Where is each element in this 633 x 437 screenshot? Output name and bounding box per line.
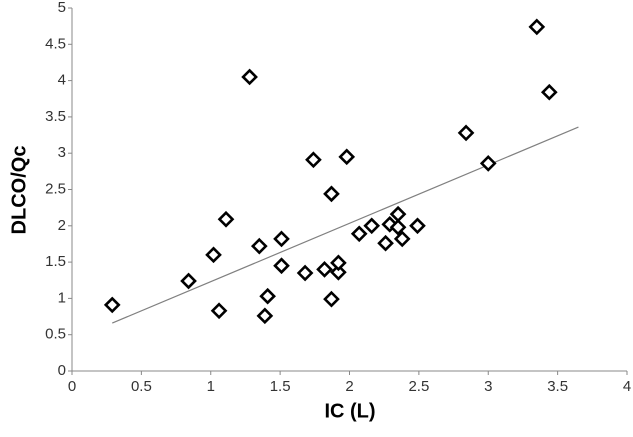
- y-tick-label: 1.5: [45, 253, 66, 270]
- data-point: [350, 225, 368, 243]
- x-tick-label: 1: [207, 378, 215, 395]
- data-point: [210, 302, 228, 320]
- data-point: [330, 254, 347, 272]
- y-tick-label: 3: [58, 144, 66, 161]
- data-point: [389, 205, 407, 223]
- data-point: [323, 290, 340, 308]
- data-point: [103, 296, 121, 314]
- trendline: [112, 126, 579, 324]
- x-axis-title: IC (L): [324, 400, 375, 422]
- x-tick-label: 3.5: [547, 378, 568, 395]
- y-tick-label: 0: [58, 362, 66, 379]
- y-tick-label: 2.5: [45, 180, 66, 197]
- data-point: [393, 230, 411, 248]
- y-tick-label: 1: [58, 289, 66, 306]
- x-tick-label: 4: [623, 378, 631, 395]
- data-point: [250, 237, 268, 255]
- data-point: [273, 230, 290, 248]
- data-point: [323, 185, 340, 203]
- data-point: [338, 148, 356, 166]
- data-point: [540, 83, 558, 101]
- x-tick-label: 1.5: [270, 378, 291, 395]
- y-axis-title: DLCO/Qc: [8, 146, 30, 235]
- data-point: [389, 218, 407, 236]
- y-tick-label: 2: [58, 217, 66, 234]
- y-tick-label: 4.5: [45, 35, 66, 52]
- data-point: [457, 124, 475, 142]
- data-point: [330, 263, 347, 281]
- data-point: [528, 18, 546, 36]
- data-point: [180, 272, 197, 290]
- data-point: [205, 246, 222, 264]
- data-point: [273, 257, 290, 275]
- data-point: [217, 210, 235, 228]
- data-point: [316, 261, 333, 278]
- y-tick-label: 4: [58, 72, 66, 89]
- data-point: [296, 264, 314, 282]
- data-point: [363, 217, 381, 235]
- data-point: [241, 68, 258, 86]
- x-tick-label: 2: [345, 378, 353, 395]
- data-point: [259, 287, 276, 305]
- y-tick-label: 3.5: [45, 108, 66, 125]
- x-tick-label: 3: [484, 378, 492, 395]
- y-tick-label: 0.5: [45, 326, 66, 343]
- data-point: [377, 234, 394, 252]
- data-point: [479, 155, 497, 172]
- x-tick-label: 0.5: [131, 378, 152, 395]
- data-point: [305, 151, 322, 169]
- data-point: [409, 217, 426, 235]
- x-tick-label: 2.5: [408, 378, 429, 395]
- data-point: [256, 307, 274, 325]
- x-tick-label: 0: [68, 378, 76, 395]
- y-tick-label: 5: [58, 0, 66, 16]
